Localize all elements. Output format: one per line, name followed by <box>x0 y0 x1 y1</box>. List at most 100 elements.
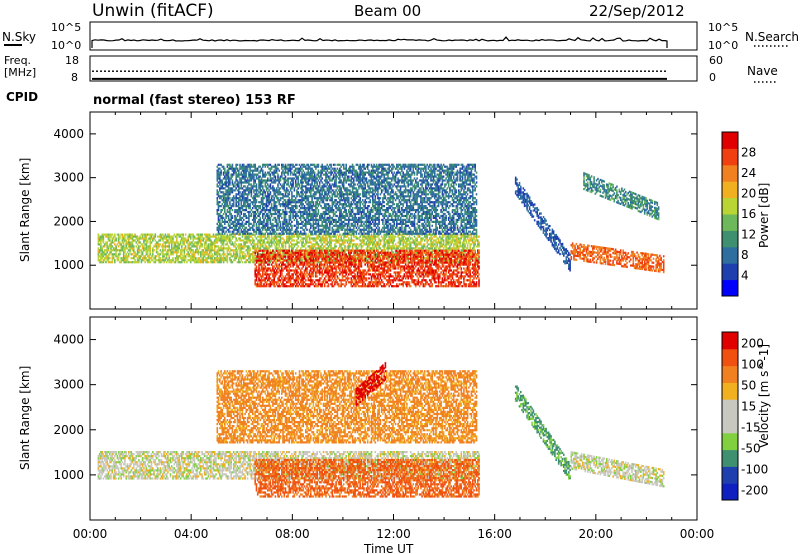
echo-cell <box>394 260 396 262</box>
echo-cell <box>149 245 151 247</box>
echo-cell <box>189 245 191 247</box>
echo-cell <box>155 234 157 236</box>
echo-cell <box>308 234 310 236</box>
echo-cell <box>424 275 426 277</box>
echo-cell <box>115 247 117 249</box>
echo-cell <box>132 243 134 245</box>
echo-cell <box>439 265 441 267</box>
echo-cell <box>345 269 347 271</box>
echo-cell <box>443 241 445 243</box>
echo-cell <box>342 260 344 262</box>
echo-cell <box>316 264 318 266</box>
echo-cell <box>272 262 274 264</box>
echo-cell <box>314 262 316 264</box>
echo-cell <box>323 273 325 275</box>
echo-cell <box>106 241 108 243</box>
echo-cell <box>152 259 154 261</box>
echo-cell <box>184 253 186 255</box>
echo-cell <box>266 281 268 283</box>
echo-cell <box>411 264 413 266</box>
echo-cell <box>304 254 306 256</box>
echo-cell <box>409 269 411 271</box>
echo-cell <box>420 243 422 245</box>
echo-cell <box>438 269 440 271</box>
echo-cell <box>406 245 408 247</box>
echo-cell <box>474 243 476 245</box>
echo-cell <box>306 237 308 239</box>
echo-cell <box>419 269 421 271</box>
echo-cell <box>134 239 136 241</box>
echo-cell <box>478 243 480 245</box>
echo-cell <box>352 262 354 264</box>
echo-cell <box>324 264 326 266</box>
echo-cell <box>114 259 116 261</box>
echo-cell <box>438 283 440 285</box>
echo-cell <box>314 264 316 266</box>
echo-cell <box>368 245 370 247</box>
echo-cell <box>332 262 334 264</box>
echo-cell <box>356 260 358 262</box>
power-echo-data <box>98 164 665 288</box>
echo-cell <box>300 252 302 254</box>
echo-cell <box>172 249 174 251</box>
echo-cell <box>448 256 450 258</box>
echo-cell <box>439 277 441 279</box>
echo-cell <box>276 283 278 285</box>
echo-cell <box>296 239 298 241</box>
echo-cell <box>184 249 186 251</box>
echo-cell <box>258 267 260 269</box>
sky-label: N.Sky <box>2 30 36 44</box>
echo-cell <box>364 269 366 271</box>
echo-cell <box>345 281 347 283</box>
echo-cell <box>134 251 136 253</box>
echo-cell <box>146 243 148 245</box>
echo-cell <box>273 283 275 285</box>
echo-cell <box>258 271 260 273</box>
echo-cell <box>152 234 154 236</box>
echo-cell <box>309 265 311 267</box>
echo-cell <box>104 259 106 261</box>
echo-cell <box>300 239 302 241</box>
echo-cell <box>363 281 365 283</box>
echo-cell <box>123 241 125 243</box>
echo-cell <box>314 267 316 269</box>
echo-cell <box>362 279 364 281</box>
echo-cell <box>345 262 347 264</box>
echo-cell <box>349 254 351 256</box>
echo-cell <box>386 236 388 238</box>
echo-cell <box>383 283 385 285</box>
echo-cell <box>152 251 154 253</box>
echo-cell <box>156 249 158 251</box>
echo-cell <box>120 243 122 245</box>
echo-cell <box>133 247 135 249</box>
echo-cell <box>380 247 382 249</box>
echo-cell <box>300 256 302 258</box>
echo-cell <box>343 264 345 266</box>
echo-cell <box>160 253 162 255</box>
echo-cell <box>229 237 231 239</box>
echo-cell <box>287 265 289 267</box>
echo-cell <box>229 257 231 259</box>
echo-cell <box>410 285 412 287</box>
echo-cell <box>168 255 170 257</box>
echo-cell <box>306 267 308 269</box>
echo-cell <box>152 247 154 249</box>
echo-cell <box>192 239 194 241</box>
echo-cell <box>294 264 296 266</box>
echo-cell <box>438 264 440 266</box>
echo-cell <box>227 255 229 257</box>
sky-panel-frame <box>90 22 697 50</box>
echo-cell <box>285 243 287 245</box>
echo-cell <box>327 250 329 252</box>
echo-cell <box>278 260 280 262</box>
echo-cell <box>268 247 270 249</box>
echo-cell <box>415 273 417 275</box>
echo-cell <box>190 243 192 245</box>
echo-cell <box>380 241 382 243</box>
echo-cell <box>347 241 349 243</box>
echo-cell <box>266 237 268 239</box>
echo-cell <box>361 243 363 245</box>
echo-cell <box>239 237 241 239</box>
echo-cell <box>262 243 264 245</box>
echo-cell <box>117 243 119 245</box>
